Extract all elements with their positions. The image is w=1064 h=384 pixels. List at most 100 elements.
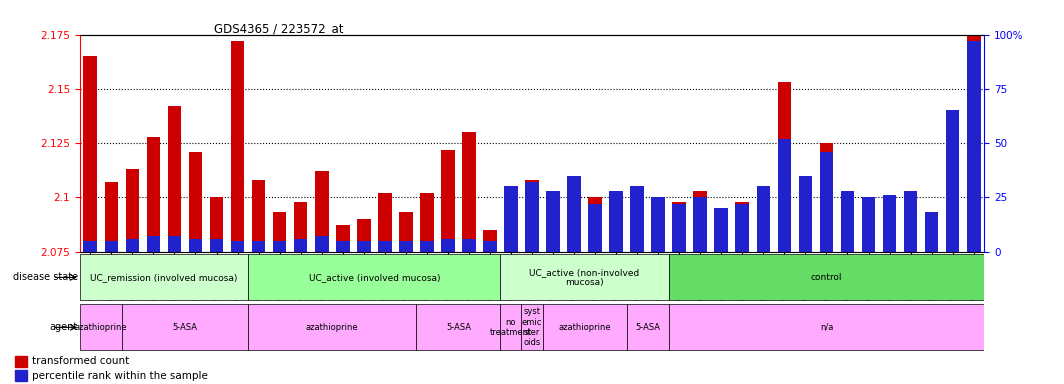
Bar [500,304,521,350]
Bar [668,255,984,300]
Bar [188,152,202,252]
Bar [610,197,622,252]
Bar [294,238,307,252]
Bar [168,236,181,252]
Bar [336,241,350,252]
Bar [252,180,265,252]
Bar [104,182,118,252]
Bar [819,152,833,252]
Bar [462,238,476,252]
Title: GDS4365 / 223572_at: GDS4365 / 223572_at [214,22,344,35]
Bar [168,106,181,252]
Text: 5-ASA: 5-ASA [446,323,471,332]
Bar [483,241,497,252]
Bar [231,241,245,252]
Bar [126,169,139,252]
Text: azathioprine: azathioprine [305,323,359,332]
Bar [336,225,350,252]
Bar [399,212,413,252]
Text: UC_remission (involved mucosa): UC_remission (involved mucosa) [90,273,237,282]
Bar [819,143,833,252]
Text: percentile rank within the sample: percentile rank within the sample [32,371,209,381]
Bar [903,191,917,252]
Bar [399,241,413,252]
Bar [967,35,981,252]
Bar [356,219,370,252]
Bar [778,139,792,252]
Bar [546,197,560,252]
Bar [651,208,665,252]
Bar [757,191,770,252]
Bar [521,304,543,350]
Bar [694,191,708,252]
Bar [567,180,581,252]
Bar [83,241,97,252]
Bar [778,82,792,252]
Bar [610,191,622,252]
Text: agent: agent [49,322,78,333]
Bar [714,212,728,252]
Bar [104,241,118,252]
Bar [378,241,392,252]
Bar [294,202,307,252]
Bar [526,182,538,252]
Bar [651,197,665,252]
Bar [799,187,812,252]
Bar [500,255,668,300]
Bar [252,241,265,252]
Text: UC_active (non-involved
mucosa): UC_active (non-involved mucosa) [530,268,639,287]
Bar [841,193,854,252]
Bar [356,241,370,252]
Bar [588,204,602,252]
Bar [210,238,223,252]
Bar [903,191,917,252]
Text: control: control [811,273,843,282]
Bar [231,41,245,252]
Bar [841,191,854,252]
Bar [147,137,161,252]
Bar [248,255,500,300]
Bar [862,202,876,252]
Text: n/a: n/a [819,323,833,332]
Text: azathioprine: azathioprine [559,323,611,332]
Text: 5-ASA: 5-ASA [172,323,198,332]
Bar [967,41,981,252]
Text: UC_active (involved mucosa): UC_active (involved mucosa) [309,273,440,282]
Bar [80,255,248,300]
Text: transformed count: transformed count [32,356,130,366]
Bar [315,236,329,252]
Bar [630,193,644,252]
Bar [210,197,223,252]
Bar [925,212,938,252]
Bar [315,171,329,252]
Bar [588,197,602,252]
Bar [248,304,416,350]
Bar [694,197,708,252]
Bar [378,193,392,252]
Bar [672,204,686,252]
Bar [272,241,286,252]
Bar [15,356,28,367]
Bar [946,111,960,252]
Bar [483,230,497,252]
Bar [883,195,896,252]
Bar [714,208,728,252]
Bar [668,304,984,350]
Bar [504,187,518,252]
Bar [627,304,668,350]
Bar [883,199,896,252]
Bar [188,238,202,252]
Bar [272,212,286,252]
Bar [416,304,500,350]
Bar [946,137,960,252]
Bar [735,204,749,252]
Bar [147,236,161,252]
Text: no
treatment: no treatment [489,318,532,337]
Bar [672,202,686,252]
Text: azathioprine: azathioprine [74,323,127,332]
Bar [567,175,581,252]
Bar [735,202,749,252]
Text: syst
emic
ster
oids: syst emic ster oids [521,307,543,348]
Bar [543,304,627,350]
Bar [462,132,476,252]
